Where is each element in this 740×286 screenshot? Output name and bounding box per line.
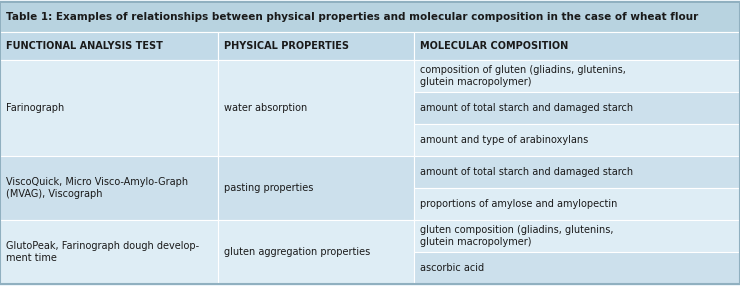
Bar bbox=[218, 32, 414, 60]
Text: gluten composition (gliadins, glutenins,
glutein macropolymer): gluten composition (gliadins, glutenins,… bbox=[420, 225, 613, 247]
Bar bbox=[414, 124, 740, 156]
Text: Table 1: Examples of relationships between physical properties and molecular com: Table 1: Examples of relationships betwe… bbox=[6, 12, 699, 22]
Bar bbox=[0, 156, 218, 220]
Bar bbox=[218, 156, 414, 220]
Text: MOLECULAR COMPOSITION: MOLECULAR COMPOSITION bbox=[420, 41, 568, 51]
Bar bbox=[218, 220, 414, 284]
Bar bbox=[414, 32, 740, 60]
Text: ViscoQuick, Micro Visco-Amylo-Graph
(MVAG), Viscograph: ViscoQuick, Micro Visco-Amylo-Graph (MVA… bbox=[6, 176, 188, 199]
Bar bbox=[218, 60, 414, 156]
Text: Farinograph: Farinograph bbox=[6, 103, 64, 113]
Text: proportions of amylose and amylopectin: proportions of amylose and amylopectin bbox=[420, 199, 617, 209]
Bar bbox=[414, 60, 740, 92]
Text: FUNCTIONAL ANALYSIS TEST: FUNCTIONAL ANALYSIS TEST bbox=[6, 41, 163, 51]
Text: pasting properties: pasting properties bbox=[224, 183, 313, 193]
Text: amount of total starch and damaged starch: amount of total starch and damaged starc… bbox=[420, 103, 633, 113]
Text: gluten aggregation properties: gluten aggregation properties bbox=[224, 247, 370, 257]
Text: GlutoPeak, Farinograph dough develop-
ment time: GlutoPeak, Farinograph dough develop- me… bbox=[6, 241, 199, 263]
Text: amount of total starch and damaged starch: amount of total starch and damaged starc… bbox=[420, 167, 633, 177]
Bar bbox=[414, 188, 740, 220]
Bar bbox=[414, 156, 740, 188]
Text: amount and type of arabinoxylans: amount and type of arabinoxylans bbox=[420, 135, 588, 145]
Bar bbox=[0, 60, 218, 156]
Bar bbox=[414, 220, 740, 252]
Text: PHYSICAL PROPERTIES: PHYSICAL PROPERTIES bbox=[224, 41, 349, 51]
Text: water absorption: water absorption bbox=[224, 103, 307, 113]
Text: ascorbic acid: ascorbic acid bbox=[420, 263, 484, 273]
Bar bbox=[0, 32, 218, 60]
Bar bbox=[0, 2, 740, 32]
Text: composition of gluten (gliadins, glutenins,
glutein macropolymer): composition of gluten (gliadins, gluteni… bbox=[420, 65, 626, 88]
Bar bbox=[414, 92, 740, 124]
Bar bbox=[0, 220, 218, 284]
Bar bbox=[414, 252, 740, 284]
